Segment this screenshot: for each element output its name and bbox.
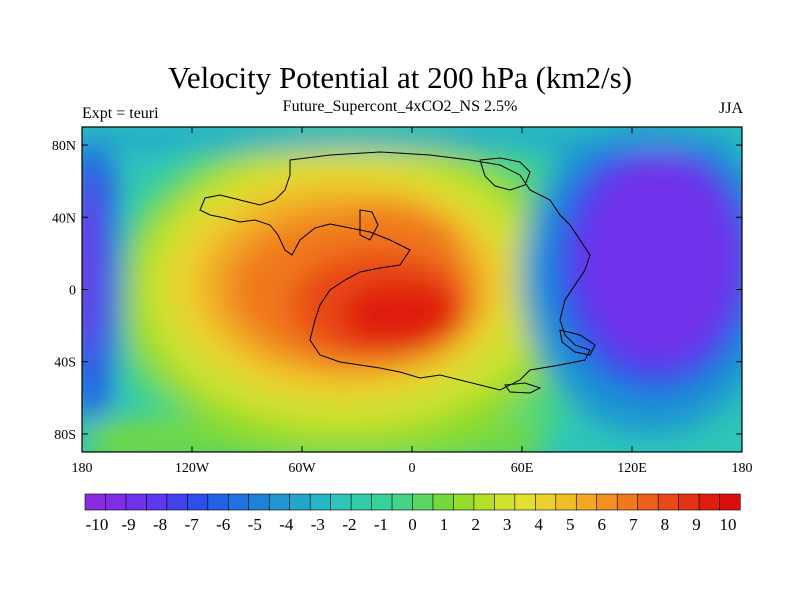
colorbar-label: 5 (566, 515, 575, 534)
lat-tick-label: 0 (69, 284, 76, 299)
lat-tick-label: 40S (54, 356, 76, 371)
field-west-neg-core (82, 180, 99, 360)
colorbar-swatch (657, 493, 680, 511)
colorbar-label: 8 (661, 515, 670, 534)
experiment-label: Expt = teuri (82, 105, 159, 122)
lon-tick-label: 180 (732, 461, 753, 476)
longitude-axis: 180 120W 60W 0 60E 120E 180 (72, 127, 753, 476)
colorbar-label: 0 (408, 515, 417, 534)
colorbar-label: -4 (279, 515, 294, 534)
field-level-neg8 (580, 155, 740, 365)
coastline (199, 151, 596, 394)
colorbar-labels: -10 -9 -8 -7 -6 -5 -4 -3 -2 -1 0 1 2 3 4 5 6 7 8 9 10 (86, 515, 737, 534)
colorbar-swatch (309, 493, 332, 511)
colorbar-swatch (637, 493, 659, 511)
colorbar-label: -9 (121, 515, 135, 534)
lat-tick-label: 40N (52, 211, 76, 226)
colorbar-swatch (719, 493, 741, 511)
colorbar-swatch (453, 493, 475, 511)
colorbar-label: 4 (534, 515, 543, 534)
colorbar-swatch (494, 493, 516, 511)
season-label: JJA (718, 100, 743, 117)
coastline-island-ne (479, 157, 531, 191)
colorbar-label: 2 (471, 515, 480, 534)
plot-title: Velocity Potential at 200 hPa (km2/s) (167, 60, 633, 95)
colorbar-swatch (227, 493, 250, 511)
colorbar-swatch (248, 493, 270, 511)
lon-tick-label: 120W (175, 461, 210, 476)
lon-tick-label: 180 (72, 461, 93, 476)
colorbar-swatch (412, 493, 434, 511)
colorbar-label: -1 (374, 515, 388, 534)
colorbar-swatch (678, 493, 700, 511)
colorbar-label: 6 (598, 515, 607, 534)
colorbar-swatch (330, 493, 352, 511)
colorbar-label: 10 (720, 515, 737, 534)
colorbar-swatch (166, 493, 188, 511)
field-level-10 (340, 280, 460, 350)
colorbar-label: -10 (86, 515, 109, 534)
colorbar-swatch (514, 493, 536, 511)
plot-subtitle: Future_Supercont_4xCO2_NS 2.5% (282, 98, 518, 115)
colorbar-label: -6 (216, 515, 230, 534)
field-north-band (82, 127, 742, 149)
colorbar-swatch (146, 493, 168, 511)
colorbar-swatch (698, 493, 721, 511)
lon-tick-label: 0 (409, 461, 416, 476)
colorbar-swatch (473, 493, 495, 511)
colorbar-swatch (371, 493, 393, 511)
colorbar-label: -8 (153, 515, 167, 534)
colorbar-swatch (207, 493, 229, 511)
colorbar-label: 7 (629, 515, 638, 534)
colorbar-swatch (616, 493, 639, 511)
colorbar-swatch (289, 493, 311, 511)
colorbar-swatch (125, 493, 148, 511)
colorbar-swatch (350, 493, 373, 511)
lat-tick-label: 80S (54, 428, 76, 443)
velocity-potential-field (82, 127, 742, 452)
colorbar-swatch (432, 493, 455, 511)
colorbar-label: -5 (248, 515, 262, 534)
colorbar-swatch (535, 493, 557, 511)
colorbar-swatch (187, 493, 209, 511)
colorbar-swatch (596, 493, 618, 511)
colorbar-label: 3 (503, 515, 512, 534)
coastline-island-s (504, 382, 542, 394)
colorbar-swatch (84, 493, 107, 511)
colorbar-swatch (268, 493, 291, 511)
lon-tick-label: 60E (511, 461, 534, 476)
colorbar-swatch (575, 493, 598, 511)
latitude-axis: 80N 40N 0 40S 80S (52, 139, 742, 443)
lon-tick-label: 60W (288, 461, 316, 476)
colorbar-label: 1 (440, 515, 449, 534)
colorbar-label: 9 (692, 515, 701, 534)
lat-tick-label: 80N (52, 139, 76, 154)
lon-tick-label: 120E (617, 461, 647, 476)
colorbar-swatch (105, 493, 127, 511)
colorbar-label: -7 (185, 515, 200, 534)
coastline-main (199, 151, 591, 391)
colorbar (84, 493, 741, 511)
colorbar-swatch (555, 493, 577, 511)
colorbar-swatch (391, 493, 414, 511)
coastline-inner-lake (359, 209, 379, 241)
colorbar-label: -2 (342, 515, 356, 534)
colorbar-label: -3 (311, 515, 325, 534)
coastline-island-se (559, 329, 596, 356)
